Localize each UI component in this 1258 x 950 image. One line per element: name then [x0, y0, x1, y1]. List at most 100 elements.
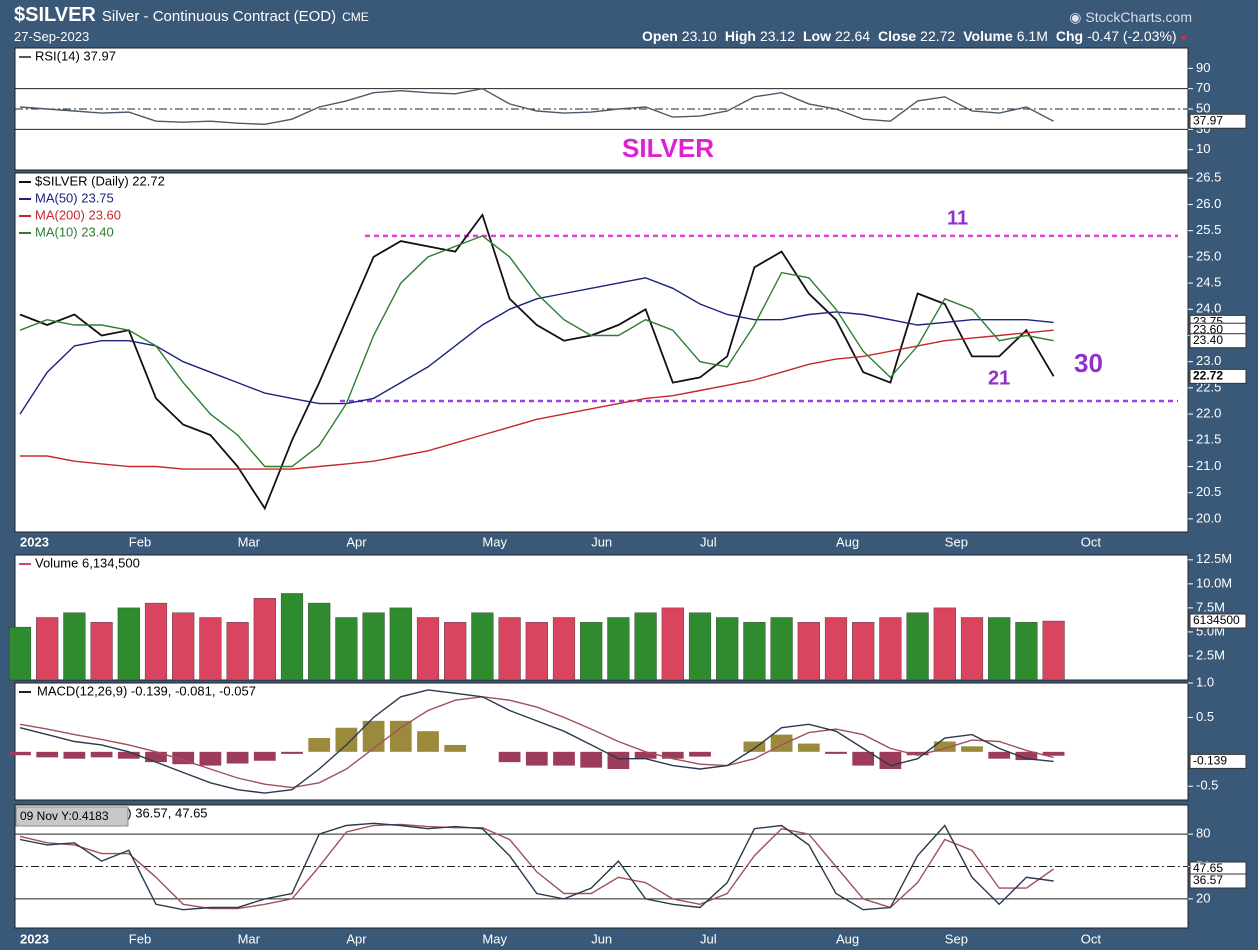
down-arrow: ▼ [1176, 33, 1188, 43]
x-tick-label: Apr [346, 534, 367, 549]
volume-bar [117, 607, 140, 681]
y-tick-label: 10.0M [1196, 575, 1232, 590]
volume-bar [879, 617, 902, 681]
instrument-name: Silver - Continuous Contract (EOD) [101, 8, 337, 25]
histogram-bar [36, 751, 59, 758]
y-tick-label: 50 [1196, 100, 1210, 115]
value-tag [1189, 753, 1247, 769]
series-line [19, 277, 1054, 415]
legend: MACD(12,26,9) -0.139, -0.081, -0.057 [37, 683, 256, 698]
x-tick-label: Jul [700, 534, 717, 549]
legend-swatch [19, 56, 31, 58]
legend-swatch [19, 563, 31, 565]
histogram-bar [961, 746, 983, 752]
volume-bar [36, 617, 59, 681]
y-tick-label: 1.0 [1196, 674, 1214, 689]
histogram-bar [553, 751, 575, 766]
series-line [19, 87, 1054, 126]
volume-bar [308, 602, 331, 681]
volume-bar [960, 617, 984, 681]
brand-name: StockCharts.com [1085, 9, 1192, 25]
y-tick-label: 0.5 [1196, 709, 1214, 724]
value-tag [1189, 113, 1247, 129]
volume-bar [688, 612, 712, 681]
y-tick-label: 10 [1196, 141, 1210, 156]
histogram-bar [90, 751, 113, 758]
x-tick-label: Jun [591, 931, 612, 946]
volume-bar [362, 612, 385, 681]
histogram-bar [525, 751, 548, 766]
y-tick-label: 26.0 [1196, 196, 1221, 211]
series-line [19, 235, 1054, 468]
annotation: SILVER [622, 133, 714, 163]
legend-entry: MA(10) 23.40 [35, 224, 114, 239]
legend-entry: MA(50) 23.75 [35, 190, 114, 205]
volume-bar [1015, 622, 1038, 681]
volume-bar [335, 617, 358, 681]
x-tick-label: Jun [591, 534, 612, 549]
volume-bar [906, 612, 929, 681]
quote-label: Volume [963, 28, 1013, 44]
volume-bar [661, 607, 684, 681]
value-tag [1189, 333, 1247, 349]
quote-label: Chg [1055, 28, 1084, 44]
volume-bar [716, 617, 739, 681]
legend-swatch [19, 232, 31, 234]
y-tick-label: 24.5 [1196, 274, 1221, 289]
y-tick-label: 80 [1196, 826, 1210, 841]
histogram-bar [389, 720, 412, 752]
series-line [19, 696, 1054, 789]
value-tag-label: -0.139 [1193, 754, 1227, 768]
quote-label: Close [878, 28, 917, 44]
volume-bar [90, 622, 113, 681]
quote-value: -0.47 (-2.03%) [1087, 28, 1177, 44]
legend-swatch [19, 198, 31, 200]
panel [14, 682, 1189, 801]
histogram-bar [253, 751, 276, 761]
y-tick-label: 21.5 [1196, 432, 1221, 447]
volume-bar [172, 612, 195, 681]
quote-label: Open [642, 28, 678, 44]
histogram-bar [933, 741, 956, 752]
x-tick-label: Aug [836, 534, 859, 549]
volume-bar [144, 602, 168, 681]
x-tick-label: Apr [346, 931, 367, 946]
histogram-bar [988, 751, 1011, 759]
histogram-bar [417, 731, 439, 752]
histogram-bar [1042, 751, 1065, 756]
annotation: 30 [1074, 348, 1103, 378]
panel [14, 172, 1189, 533]
x-tick-label: 2023 [20, 534, 49, 549]
legend-entry: Volume 6,134,500 [35, 555, 140, 570]
x-tick-label: Oct [1081, 534, 1102, 549]
value-tag [1189, 613, 1247, 629]
x-tick-label: May [482, 534, 507, 549]
histogram-bar [199, 751, 222, 766]
quote-label: Low [803, 28, 831, 44]
volume-bar [525, 622, 548, 681]
series-line [19, 212, 1055, 511]
quote-value: 6.1M [1016, 28, 1048, 44]
y-tick-label: 7.5M [1196, 599, 1225, 614]
exchange: CME [342, 10, 369, 24]
volume-bar [988, 617, 1011, 681]
histogram-bar [743, 741, 766, 752]
volume-bar [444, 622, 467, 681]
x-tick-label: Feb [129, 931, 151, 946]
value-tag-label: 23.60 [1193, 322, 1223, 336]
x-tick-label: Mar [238, 534, 261, 549]
y-tick-label: 25.0 [1196, 248, 1221, 263]
histogram-bar [308, 738, 331, 752]
value-tag-label: 47.65 [1193, 861, 1223, 875]
volume-bar [199, 617, 222, 681]
value-tag [1189, 368, 1247, 384]
brand: ◉ StockCharts.com [1069, 9, 1192, 25]
volume-bar [471, 612, 494, 681]
annotation: 21 [988, 367, 1010, 389]
y-tick-label: 20.0 [1196, 510, 1221, 525]
histogram-bar [335, 727, 358, 752]
histogram-bar [634, 751, 657, 759]
volume-bar [63, 612, 86, 681]
